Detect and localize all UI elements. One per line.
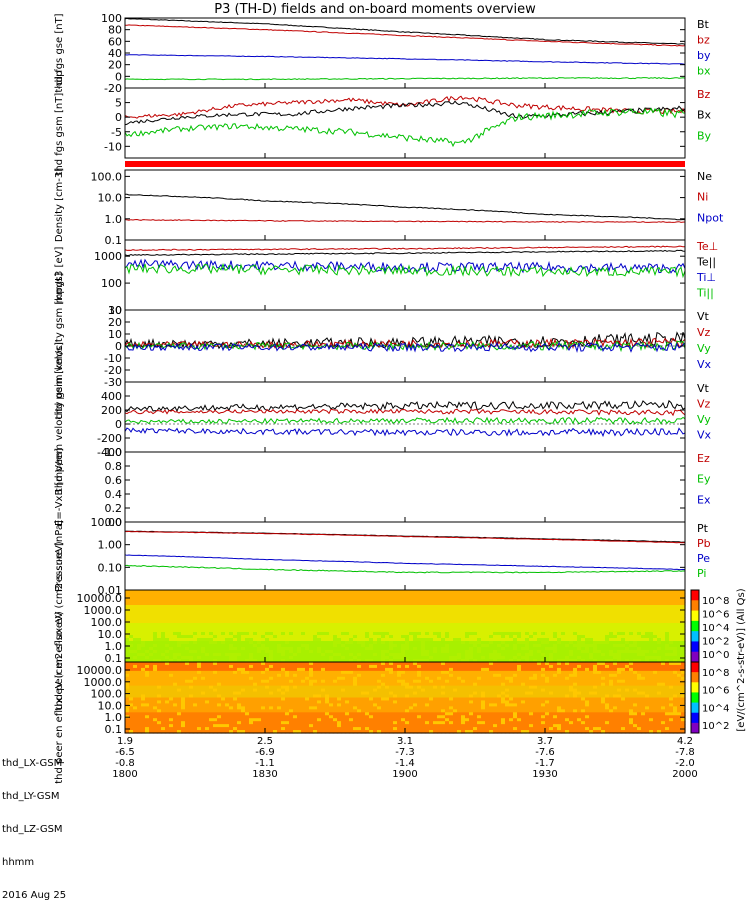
- y-tick-label: 0.10: [98, 561, 123, 574]
- legend-entry: Ey: [697, 473, 711, 486]
- y-tick-label: 400: [101, 390, 122, 403]
- colorbar-tick-label: 10^8: [702, 596, 729, 607]
- plot-area: [125, 382, 685, 452]
- legend-entry: Te⊥: [696, 240, 718, 253]
- legend-entry: Ne: [697, 170, 712, 183]
- legend-entry: Npot: [697, 211, 724, 224]
- y-axis-label: E=-VxB [mV/m]: [54, 448, 65, 526]
- panel-density: 100.0 10.0 1.0 0.1 Density [cm-3] Ne Ni Npot: [54, 168, 724, 247]
- legend-entry: Vz: [697, 398, 711, 411]
- legend-entry: Pi: [697, 567, 706, 580]
- colorbar-segment: [691, 631, 699, 642]
- legend-entry: Vt: [697, 310, 710, 323]
- colorbar-tick-label: 10^2: [702, 637, 729, 648]
- colorbar-tick-label: 10^6: [702, 610, 729, 621]
- y-tick-label: 0.8: [105, 460, 123, 473]
- colorbar-segment: [691, 590, 699, 601]
- legend-entry: bz: [697, 34, 710, 47]
- plot-area: [125, 452, 685, 522]
- y-tick-label: 1.0: [105, 446, 123, 459]
- y-tick-label: 10.00: [91, 516, 123, 529]
- y-axis-label: thd fgs gsm [nT] -dip: [54, 70, 65, 175]
- y-tick-label: 0.6: [105, 474, 123, 487]
- y-tick-label: -20: [104, 82, 122, 95]
- y-tick-label: 100: [101, 277, 122, 290]
- legend-entry: Ti⊥: [696, 271, 716, 284]
- y-tick-label: -5: [111, 126, 122, 139]
- y-tick-label: 0.2: [105, 502, 123, 515]
- legend-entry: Vx: [697, 358, 712, 371]
- y-tick-label: -30: [104, 376, 122, 389]
- y-tick-label: 1.0: [105, 213, 123, 226]
- legend-entry: Te||: [696, 256, 716, 269]
- y-axis-label: Density [cm-3]: [54, 168, 65, 242]
- y-tick-label: 0: [115, 418, 122, 431]
- legend-entry: Vt: [697, 382, 710, 395]
- plot-area: [125, 88, 685, 158]
- quality-flag-bar: [125, 161, 685, 167]
- legend-entry: Bx: [697, 109, 712, 122]
- y-tick-label: -10: [104, 140, 122, 153]
- y-tick-label: 10.0: [98, 192, 123, 205]
- y-tick-label: 5: [115, 97, 122, 110]
- y-tick-label: 1000: [94, 250, 122, 263]
- legend-entry: Vz: [697, 326, 711, 339]
- y-tick-label: 100.0: [91, 170, 123, 183]
- legend-entry: Vy: [697, 342, 711, 355]
- legend-entry: Ni: [697, 191, 708, 204]
- colorbar-segment: [691, 611, 699, 622]
- colorbar-segment: [691, 621, 699, 632]
- legend-entry: Bz: [697, 88, 711, 101]
- legend-entry: Ex: [697, 493, 711, 506]
- legend-entry: Ez: [697, 452, 710, 465]
- y-tick-label: -200: [97, 432, 122, 445]
- legend-entry: Bt: [697, 18, 710, 31]
- y-tick-label: 1.00: [98, 539, 123, 552]
- y-tick-label: 200: [101, 404, 122, 417]
- y-tick-label: 0.1: [105, 234, 123, 247]
- legend-entry: by: [697, 49, 711, 62]
- legend-entry: Pt: [697, 522, 709, 535]
- legend-entry: Pb: [697, 537, 711, 550]
- legend-entry: Vx: [697, 429, 712, 442]
- colorbar-tick-label: 10^4: [702, 623, 729, 634]
- legend-entry: Ti||: [696, 287, 714, 300]
- colorbar-tick-label: 10^0: [702, 650, 729, 661]
- colorbar-segment: [691, 652, 699, 663]
- legend-entry: By: [697, 129, 712, 142]
- y-tick-label: 0.4: [105, 488, 123, 501]
- y-tick-label: 0: [115, 111, 122, 124]
- legend-entry: bx: [697, 65, 711, 78]
- colorbar-segment: [691, 641, 699, 652]
- legend-entry: Pe: [697, 552, 710, 565]
- colorbar-segment: [691, 600, 699, 611]
- plot-area: [125, 170, 685, 240]
- legend-entry: Vy: [697, 413, 711, 426]
